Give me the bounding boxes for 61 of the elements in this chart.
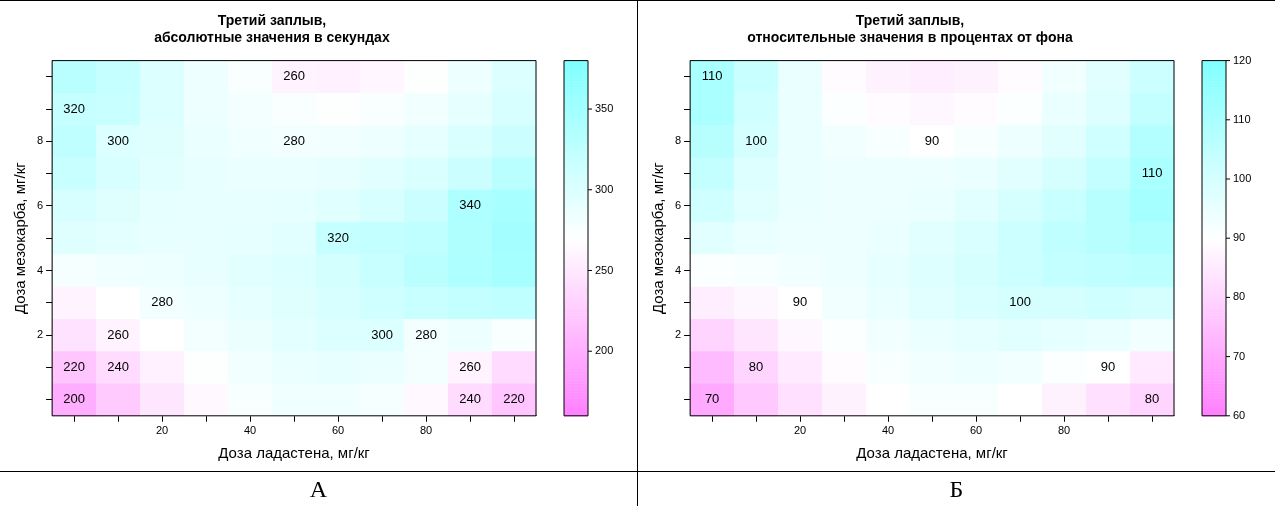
- y-tick-label: 8: [674, 134, 682, 147]
- color-bar-label: 100: [1233, 172, 1252, 185]
- color-bar-label: 250: [595, 263, 614, 276]
- data-label: 260: [283, 68, 305, 84]
- x-tick-label: 40: [243, 424, 257, 437]
- data-label: 280: [283, 132, 305, 148]
- color-bar-label: 70: [1233, 349, 1246, 362]
- y-axis-title: Доза мезокарба, мг/кг: [11, 161, 29, 315]
- data-label: 300: [107, 132, 129, 148]
- data-label: 90: [924, 132, 940, 148]
- data-label: 280: [151, 294, 173, 310]
- color-bar-label: 110: [1233, 112, 1251, 125]
- data-label: 240: [107, 358, 129, 374]
- data-label: 280: [415, 326, 437, 342]
- color-bar-label: 120: [1233, 53, 1252, 66]
- y-tick-label: 6: [674, 198, 682, 211]
- data-label: 300: [371, 326, 393, 342]
- data-label: 240: [459, 391, 481, 407]
- data-label: 260: [107, 326, 129, 342]
- data-label: 100: [1009, 294, 1031, 310]
- data-label: 200: [63, 391, 85, 407]
- y-axis-title: Доза мезокарба, мг/кг: [649, 161, 667, 315]
- color-bar-label: 300: [595, 182, 614, 195]
- x-tick-label: 60: [331, 424, 345, 437]
- data-label: 220: [63, 358, 85, 374]
- color-bar-label: 80: [1233, 290, 1246, 303]
- x-tick-label: 20: [155, 424, 169, 437]
- data-label: 70: [704, 391, 720, 407]
- data-label: 220: [503, 391, 525, 407]
- chart-title: Третий заплыв, абсолютные значения в секундах: [154, 12, 390, 46]
- x-tick-label: 20: [793, 424, 807, 437]
- data-label: 90: [792, 294, 808, 310]
- y-tick-label: 4: [674, 263, 682, 276]
- color-bar-label: 200: [595, 344, 614, 357]
- data-label: 80: [748, 358, 764, 374]
- x-tick-label: 60: [969, 424, 983, 437]
- data-label: 100: [745, 132, 767, 148]
- data-label: 340: [459, 197, 481, 213]
- data-label: 110: [701, 68, 723, 84]
- data-label: 90: [1100, 358, 1116, 374]
- x-tick-label: 80: [1057, 424, 1071, 437]
- x-tick-label: 40: [881, 424, 895, 437]
- color-bar-label: 60: [1233, 408, 1246, 421]
- y-tick-label: 8: [36, 134, 44, 147]
- y-tick-label: 4: [36, 263, 44, 276]
- text: А: [0, 471, 637, 506]
- y-tick-label: 2: [674, 328, 682, 341]
- y-tick-label: 2: [36, 328, 44, 341]
- x-tick-label: 80: [419, 424, 433, 437]
- data-label: 110: [1141, 165, 1163, 181]
- x-axis-title: Доза ладастена, мг/кг: [218, 444, 371, 462]
- data-label: 80: [1144, 391, 1160, 407]
- data-label: 320: [63, 100, 85, 116]
- color-bar-label: 350: [595, 102, 614, 115]
- color-bar-label: 90: [1233, 231, 1246, 244]
- data-label: 320: [327, 229, 349, 245]
- data-label: 260: [459, 358, 481, 374]
- text: Б: [638, 471, 1275, 506]
- y-tick-label: 6: [36, 198, 44, 211]
- x-axis-title: Доза ладастена, мг/кг: [856, 444, 1009, 462]
- chart-title: Третий заплыв, относительные значения в процентах от фона: [747, 12, 1073, 46]
